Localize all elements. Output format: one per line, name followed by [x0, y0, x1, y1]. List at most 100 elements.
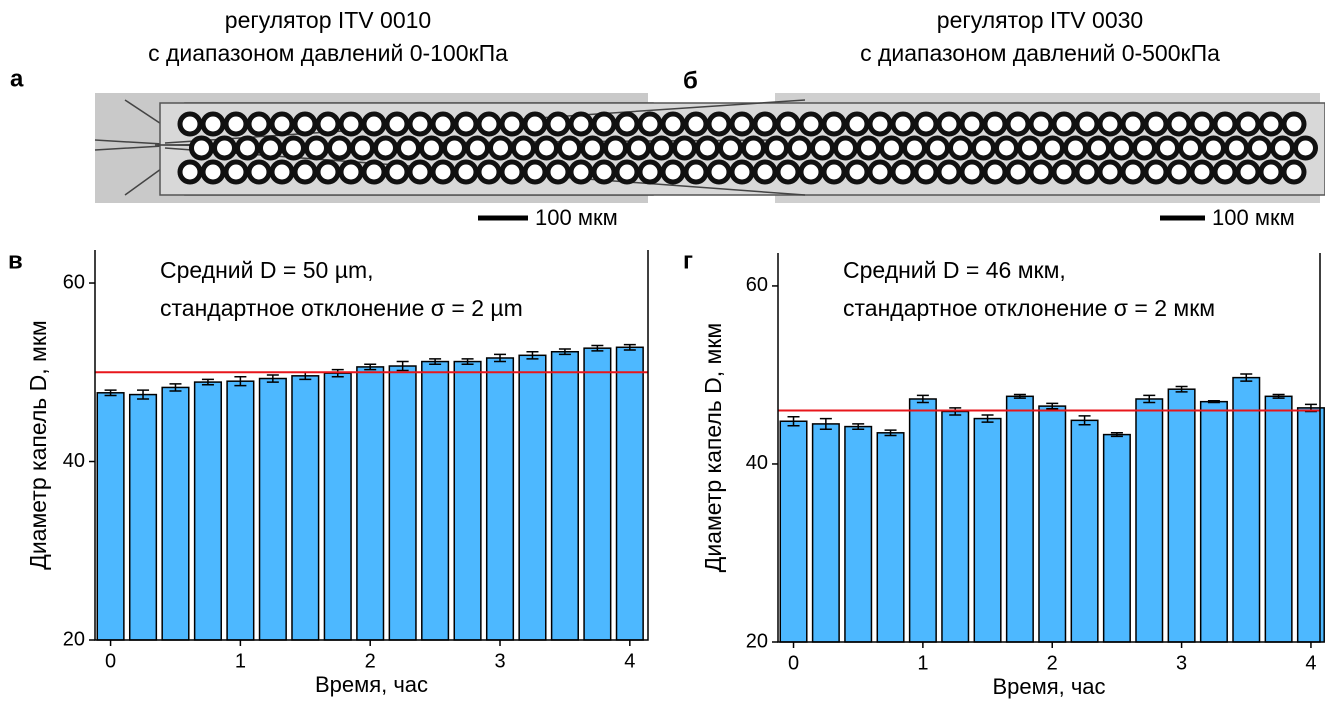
- droplet: [752, 159, 778, 185]
- error-bar: [819, 417, 832, 431]
- droplet: [384, 111, 410, 137]
- droplet: [442, 135, 467, 161]
- droplet: [396, 135, 421, 161]
- bar: [1199, 400, 1228, 643]
- error-bar: [234, 375, 247, 387]
- droplet: [913, 111, 939, 137]
- photo-title: с диапазоном давлений 0-500кПа: [860, 40, 1220, 66]
- bar: [1232, 376, 1261, 643]
- y-axis-label: Диаметр капель D, мкм: [700, 323, 726, 573]
- bar: [1070, 419, 1099, 643]
- droplet: [1166, 159, 1192, 185]
- droplet: [959, 111, 985, 137]
- droplet: [603, 135, 628, 161]
- droplet: [1281, 111, 1307, 137]
- droplet: [741, 135, 766, 161]
- bar: [356, 366, 385, 641]
- droplet: [833, 135, 858, 161]
- bar: [1135, 398, 1164, 643]
- droplet: [752, 111, 778, 137]
- droplet: [1258, 159, 1284, 185]
- droplet: [856, 135, 881, 161]
- x-tick-label: 1: [235, 650, 246, 672]
- scale-label: 100 мкм: [1212, 205, 1295, 230]
- droplet: [982, 111, 1008, 137]
- photo-title: регулятор ITV 0010: [225, 7, 431, 33]
- bar: [96, 392, 125, 641]
- droplet: [637, 111, 663, 137]
- droplet: [407, 159, 433, 185]
- droplet: [465, 135, 490, 161]
- droplet: [453, 159, 479, 185]
- droplet: [246, 159, 272, 185]
- x-tick-label: 0: [788, 652, 799, 674]
- y-tick-label: 40: [746, 452, 768, 474]
- x-tick-label: 3: [1176, 652, 1187, 674]
- bar: [1102, 433, 1131, 643]
- bar: [1264, 395, 1293, 643]
- droplet: [936, 111, 962, 137]
- droplet: [683, 111, 709, 137]
- droplet: [1143, 159, 1169, 185]
- droplet: [223, 159, 249, 185]
- panel-label: б: [683, 67, 698, 94]
- droplet: [1051, 111, 1077, 137]
- x-tick-label: 4: [1305, 652, 1316, 674]
- error-bar: [1078, 415, 1091, 426]
- droplet: [1074, 111, 1100, 137]
- droplet: [798, 111, 824, 137]
- axis: [94, 250, 649, 641]
- x-tick-label: 4: [624, 650, 635, 672]
- error-bar: [1143, 394, 1156, 404]
- droplet: [660, 159, 686, 185]
- droplet: [1166, 111, 1192, 137]
- droplet: [1120, 111, 1146, 137]
- droplet: [959, 159, 985, 185]
- error-bar: [266, 374, 279, 383]
- droplet: [488, 135, 513, 161]
- error-bar: [852, 423, 865, 431]
- droplet: [844, 159, 870, 185]
- droplet: [902, 135, 927, 161]
- panel-label: г: [683, 247, 693, 274]
- droplet: [1235, 111, 1261, 137]
- droplet: [649, 135, 674, 161]
- droplet: [867, 111, 893, 137]
- y-tick-label: 20: [746, 630, 768, 652]
- droplet: [476, 111, 502, 137]
- error-bar: [1175, 385, 1188, 393]
- panel-label: а: [10, 65, 24, 92]
- droplet: [810, 135, 835, 161]
- droplet: [936, 159, 962, 185]
- error-bar: [461, 358, 474, 365]
- droplet: [890, 159, 916, 185]
- droplet: [568, 111, 594, 137]
- scale-label: 100 мкм: [535, 205, 618, 230]
- droplet: [1178, 135, 1203, 161]
- droplet: [384, 159, 410, 185]
- error-bar: [526, 350, 539, 360]
- droplet: [1201, 135, 1226, 161]
- droplet: [177, 111, 203, 137]
- droplet: [338, 111, 364, 137]
- error-bar: [884, 429, 897, 437]
- droplet: [1040, 135, 1065, 161]
- droplet: [913, 159, 939, 185]
- droplet: [637, 159, 663, 185]
- droplet: [867, 159, 893, 185]
- error-bar: [787, 416, 800, 427]
- bar: [583, 347, 612, 641]
- droplet: [1189, 159, 1215, 185]
- error-bar: [396, 360, 409, 372]
- droplet: [1235, 159, 1261, 185]
- droplet: [269, 111, 295, 137]
- droplet: [626, 135, 651, 161]
- droplet: [775, 159, 801, 185]
- droplet: [430, 159, 456, 185]
- droplet: [189, 135, 214, 161]
- droplet: [798, 159, 824, 185]
- droplet: [660, 111, 686, 137]
- droplet: [925, 135, 950, 161]
- droplet: [1143, 111, 1169, 137]
